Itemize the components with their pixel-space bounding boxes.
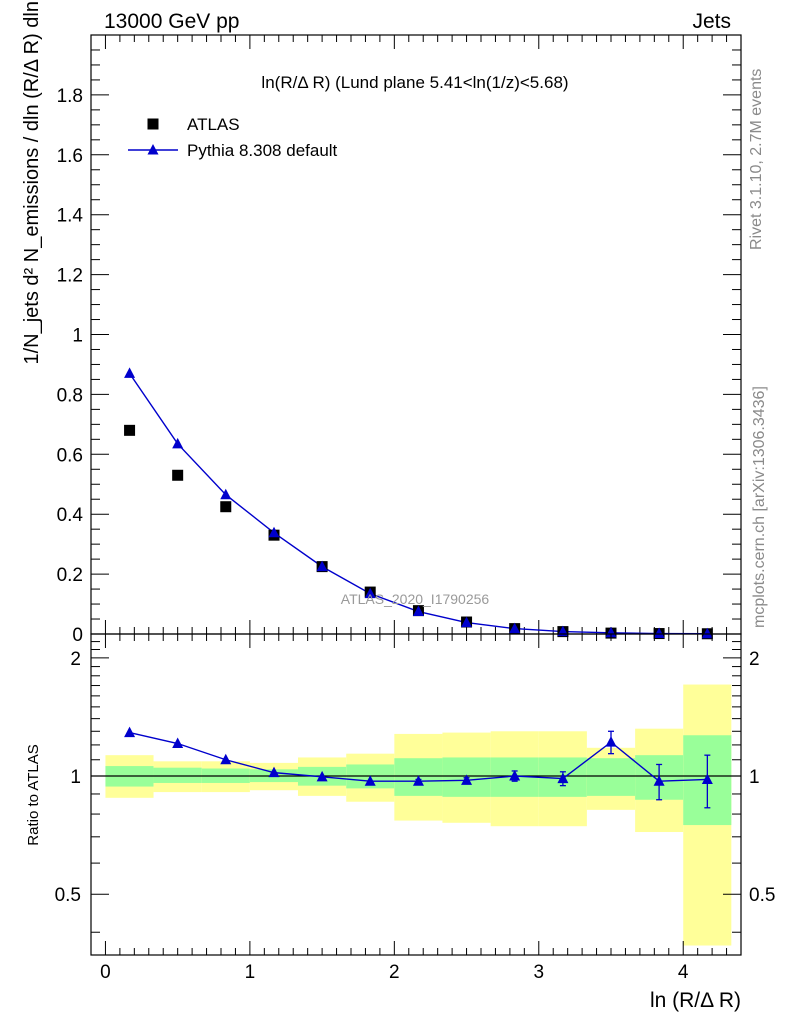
ratio-panel-series — [124, 726, 713, 809]
x-tick-label: 2 — [389, 962, 400, 983]
mc-point — [653, 627, 665, 639]
ratio-mc-point — [653, 775, 665, 786]
plot-title: ln(R/Δ R) (Lund plane 5.41<ln(1/z)<5.68) — [261, 73, 568, 92]
data-point — [220, 501, 232, 513]
ratio-mc-point — [268, 766, 280, 778]
ratio-mc-point — [364, 775, 376, 786]
ratio-mc-point — [701, 773, 713, 784]
main-y-tick-label: 1.8 — [57, 86, 83, 107]
data-point — [172, 469, 184, 481]
mc-point — [605, 626, 617, 638]
x-tick-label: 4 — [678, 962, 689, 983]
main-y-tick-label: 0.4 — [57, 505, 84, 526]
legend: ATLAS Pythia 8.308 default — [128, 115, 338, 160]
band-inner-bin — [153, 767, 202, 783]
header-right-label: Jets — [692, 10, 731, 33]
main-panel-series — [124, 367, 713, 640]
analysis-watermark: ATLAS_2020_I1790256 — [341, 591, 490, 607]
band-inner-bin — [586, 758, 636, 796]
ratio-uncertainty-bands — [91, 684, 741, 946]
ratio-y-tick-label: 1 — [70, 767, 81, 788]
mc-point — [364, 587, 376, 599]
rivet-side-label: Rivet 3.1.10, 2.7M events — [748, 69, 765, 250]
ratio-panel-x-tick-labels: 0 1 2 3 4 — [100, 962, 689, 983]
mc-point — [220, 488, 232, 500]
main-panel: 0 0.2 0.4 0.6 0.8 1 1.2 1.4 1.6 1.8 ln(R/Δ R) (Lu… — [21, 0, 742, 646]
x-tick-label: 1 — [245, 962, 256, 983]
ratio-mc-point — [509, 770, 521, 781]
main-y-tick-label: 1.4 — [57, 206, 84, 227]
ratio-panel-frame — [90, 633, 742, 956]
main-panel-y-tick-labels: 0 0.2 0.4 0.6 0.8 1 1.2 1.4 1.6 1.8 — [57, 86, 84, 646]
x-tick-label: 3 — [533, 962, 544, 983]
main-y-axis-label: 1/N_jets d² N_emissions / dln (R/Δ R) dl… — [21, 0, 43, 365]
legend-data-marker — [147, 118, 159, 130]
ratio-y-tick-label-right: 1 — [749, 767, 760, 788]
ratio-mc-point — [412, 775, 424, 786]
main-y-tick-label: 0.2 — [57, 565, 83, 586]
x-axis-label: ln (R/Δ R) — [650, 989, 741, 1012]
main-y-tick-label: 1.6 — [57, 146, 83, 167]
legend-data-label: ATLAS — [187, 115, 240, 134]
main-y-tick-label: 0.6 — [57, 445, 83, 466]
ratio-y-axis-label-text: Ratio to ATLAS — [25, 744, 42, 845]
data-point — [124, 424, 136, 436]
ratio-mc-point — [124, 726, 136, 738]
header-left-label: 13000 GeV pp — [104, 10, 239, 33]
mc-point — [701, 627, 713, 639]
ratio-mc-point — [461, 774, 473, 785]
mcplots-side-label-text: mcplots.cern.ch [arXiv:1306.3436] — [751, 386, 768, 628]
ratio-mc-point — [557, 772, 569, 784]
mc-point — [268, 526, 280, 538]
x-tick-label: 0 — [100, 962, 111, 983]
ratio-panel: 0.5 0.5 1 1 2 2 0 1 2 3 4 Ratio to ATLAS ln (R/Δ … — [25, 633, 776, 1012]
main-y-tick-label: 0.8 — [57, 385, 83, 406]
ratio-panel-ticks — [90, 634, 742, 955]
mc-point — [509, 622, 521, 634]
ratio-y-tick-label: 2 — [70, 649, 81, 670]
mc-point — [316, 560, 328, 572]
main-y-tick-label: 1.2 — [57, 266, 83, 287]
rivet-side-label-text: Rivet 3.1.10, 2.7M events — [748, 69, 765, 250]
ratio-y-tick-label-right: 0.5 — [749, 885, 775, 906]
ratio-mc-point — [220, 753, 232, 765]
mc-point — [461, 616, 473, 628]
ratio-frame-rect — [90, 633, 742, 956]
main-y-axis-label-text: 1/N_jets d² N_emissions / dln (R/Δ R) dl… — [21, 0, 43, 365]
ratio-mc-point — [172, 737, 184, 749]
ratio-y-tick-label: 0.5 — [55, 885, 81, 906]
ratio-mc-point — [605, 736, 617, 747]
mc-point — [172, 437, 184, 449]
legend-mc-label: Pythia 8.308 default — [187, 141, 338, 160]
ratio-mc-point — [316, 770, 328, 782]
ratio-panel-y-tick-labels: 0.5 0.5 1 1 2 2 — [55, 649, 776, 906]
ratio-y-tick-label-right: 2 — [749, 649, 760, 670]
mc-point — [412, 605, 424, 617]
legend-mc-marker — [147, 144, 159, 155]
mc-point — [124, 367, 136, 378]
mcplots-side-label: mcplots.cern.ch [arXiv:1306.3436] — [751, 386, 768, 628]
main-panel-ticks — [90, 35, 742, 635]
main-y-tick-label: 0 — [72, 625, 83, 646]
main-y-tick-label: 1 — [72, 326, 83, 347]
ratio-y-axis-label: Ratio to ATLAS — [25, 744, 42, 845]
